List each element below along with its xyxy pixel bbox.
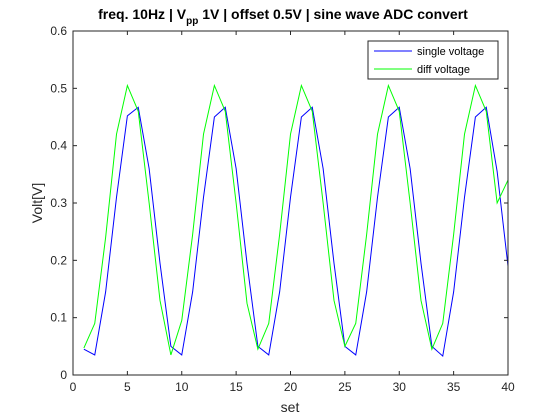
x-tick-label: 20 — [284, 380, 298, 394]
y-tick-label: 0.4 — [50, 139, 67, 153]
x-tick-label: 30 — [393, 380, 407, 394]
y-tick-label: 0.6 — [50, 24, 67, 38]
plot-area — [73, 31, 508, 375]
x-tick-label: 5 — [124, 380, 131, 394]
x-tick-label: 40 — [501, 380, 515, 394]
legend: single voltage diff voltage — [367, 40, 499, 80]
x-tick-label: 25 — [338, 380, 352, 394]
series-line-diff-voltage — [83, 83, 509, 356]
ticks-layer: 0 5 10 15 20 25 30 35 40 0 0.1 0.2 0.3 0.4 0.5 0.6 — [50, 24, 515, 394]
y-tick-label: 0.3 — [50, 196, 67, 210]
y-tick-label: 0.2 — [50, 253, 67, 267]
x-tick-label: 35 — [447, 380, 461, 394]
x-tick-label: 15 — [229, 380, 243, 394]
series-line-single-voltage — [83, 106, 509, 358]
y-tick-label: 0.5 — [50, 81, 67, 95]
x-tick-label: 10 — [175, 380, 189, 394]
x-tick-label: 0 — [70, 380, 77, 394]
legend-label-diff-voltage: diff voltage — [417, 64, 470, 76]
y-tick-label: 0.1 — [50, 311, 67, 325]
y-axis-label: Volt[V] — [29, 183, 45, 223]
chart-title: freq. 10Hz | Vpp 1V | offset 0.5V | sine… — [98, 6, 468, 27]
legend-box — [367, 40, 499, 80]
legend-label-single-voltage: single voltage — [417, 46, 484, 58]
series-layer — [83, 83, 509, 358]
x-axis-label: set — [281, 399, 300, 415]
y-tick-label: 0 — [60, 368, 67, 382]
